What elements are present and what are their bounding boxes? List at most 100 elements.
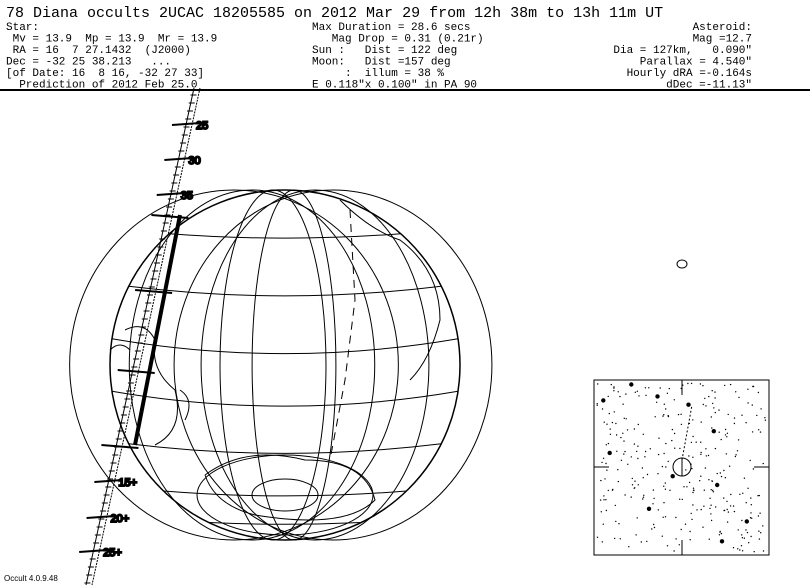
star bbox=[764, 417, 766, 419]
star bbox=[609, 428, 611, 430]
star bbox=[714, 447, 717, 450]
star bbox=[617, 391, 619, 393]
star bbox=[663, 403, 665, 405]
star bbox=[665, 466, 667, 468]
path-label: 15+ bbox=[118, 477, 137, 489]
parallel bbox=[163, 490, 407, 497]
star bbox=[758, 429, 760, 431]
star bbox=[643, 494, 645, 496]
star bbox=[613, 386, 615, 388]
star bbox=[692, 487, 695, 489]
star bbox=[692, 435, 694, 438]
star bbox=[625, 418, 627, 420]
star bbox=[719, 472, 721, 474]
star bbox=[679, 498, 681, 500]
star bbox=[715, 506, 717, 508]
star bbox=[692, 489, 695, 491]
star bbox=[627, 463, 629, 465]
star bbox=[613, 390, 615, 392]
star bbox=[679, 447, 681, 450]
meridian bbox=[200, 189, 430, 541]
star bbox=[699, 480, 701, 482]
shadow-centerline bbox=[329, 209, 356, 461]
star bbox=[622, 403, 624, 405]
star bbox=[646, 473, 649, 476]
star bbox=[726, 521, 729, 523]
star bbox=[680, 528, 682, 531]
star bbox=[696, 509, 698, 511]
star bbox=[686, 402, 691, 407]
header-line: E 0.118"x 0.100" in PA 90 bbox=[312, 80, 477, 92]
star bbox=[752, 468, 755, 470]
star bbox=[747, 388, 749, 390]
star bbox=[596, 536, 599, 538]
star bbox=[758, 530, 760, 532]
star bbox=[659, 387, 661, 389]
star bbox=[657, 473, 659, 475]
header-line: Mag =12.7 bbox=[693, 34, 752, 46]
star bbox=[762, 462, 764, 465]
star bbox=[631, 477, 633, 480]
star bbox=[726, 432, 729, 434]
star bbox=[745, 529, 747, 531]
star bbox=[608, 412, 610, 415]
star bbox=[666, 392, 669, 394]
star bbox=[736, 450, 739, 452]
star bbox=[714, 397, 716, 399]
star bbox=[720, 438, 722, 441]
star bbox=[619, 538, 621, 540]
star bbox=[741, 534, 743, 536]
star bbox=[710, 504, 712, 506]
star bbox=[739, 493, 741, 495]
star bbox=[690, 382, 693, 385]
star bbox=[615, 422, 617, 425]
star bbox=[723, 469, 725, 472]
star bbox=[702, 526, 704, 528]
star bbox=[685, 469, 687, 471]
star bbox=[653, 526, 656, 529]
star bbox=[702, 385, 704, 387]
star bbox=[681, 498, 683, 501]
star bbox=[596, 404, 598, 406]
star bbox=[642, 433, 644, 435]
star bbox=[714, 391, 716, 393]
star bbox=[680, 423, 683, 426]
parallel bbox=[208, 522, 362, 525]
star bbox=[711, 480, 713, 482]
globe-outline bbox=[109, 189, 461, 541]
star bbox=[704, 397, 706, 400]
star bbox=[663, 414, 665, 416]
star bbox=[607, 450, 612, 456]
star bbox=[613, 387, 615, 389]
star bbox=[645, 394, 647, 397]
star bbox=[673, 399, 675, 401]
header-line: [of Date: 16 8 16, -32 27 33] bbox=[6, 68, 204, 80]
star bbox=[603, 421, 605, 423]
star bbox=[730, 493, 732, 496]
star bbox=[669, 489, 671, 491]
star bbox=[649, 448, 651, 450]
star bbox=[614, 537, 616, 540]
meridian bbox=[173, 189, 493, 541]
star-chart-crosshair bbox=[594, 380, 769, 555]
star bbox=[749, 517, 752, 519]
major-tick bbox=[86, 515, 115, 519]
star bbox=[719, 539, 725, 544]
star bbox=[699, 383, 702, 385]
path-on-earth bbox=[133, 214, 182, 446]
star bbox=[664, 488, 667, 490]
star bbox=[664, 482, 666, 484]
star bbox=[700, 421, 702, 423]
star bbox=[749, 459, 751, 462]
star bbox=[729, 383, 732, 386]
star bbox=[692, 491, 694, 494]
star bbox=[727, 413, 729, 416]
path-limit bbox=[91, 87, 201, 585]
star bbox=[723, 497, 725, 499]
star bbox=[665, 442, 667, 445]
star bbox=[667, 415, 670, 418]
star bbox=[611, 489, 614, 491]
star bbox=[720, 475, 723, 478]
star bbox=[623, 453, 625, 455]
graticule bbox=[69, 189, 493, 541]
